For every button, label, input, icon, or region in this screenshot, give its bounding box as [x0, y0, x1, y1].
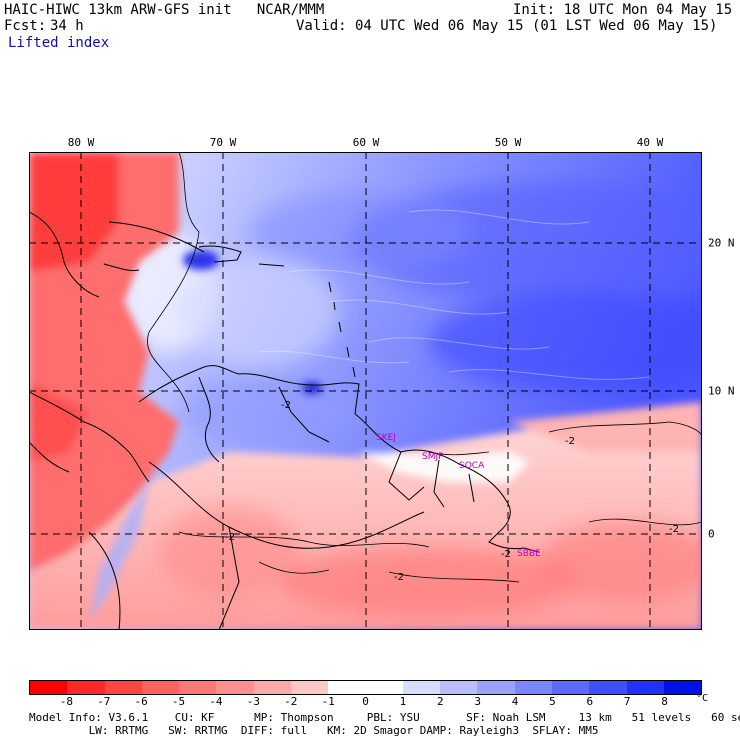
- contour-label: -2: [225, 532, 235, 543]
- forecast-hour: 34 h: [50, 18, 84, 34]
- lat-label-20n: 20 N: [708, 236, 735, 250]
- contour-label: -2: [281, 400, 291, 411]
- colorbar-tick-label: -2: [284, 695, 298, 708]
- contour-label: -2: [565, 436, 575, 447]
- colorbar-swatch: [104, 681, 142, 694]
- colorbar-tick-label: -3: [246, 695, 260, 708]
- colorbar-tick-label: -1: [321, 695, 335, 708]
- colorbar-swatch: [30, 681, 68, 694]
- colorbar-tick-label: 5: [549, 695, 556, 708]
- forecast-label: Fcst:: [4, 18, 47, 34]
- colorbar-swatch: [328, 681, 366, 694]
- station-soca: SOCA: [459, 461, 485, 471]
- colorbar-swatch: [67, 681, 105, 694]
- colorbar-tick-label: 4: [511, 695, 519, 708]
- colorbar-swatch: [626, 681, 664, 694]
- graticule: [29, 152, 702, 630]
- colorbar-unit: °C: [696, 693, 709, 704]
- lon-label-80w: 80 W: [67, 136, 95, 149]
- coastlines: [29, 211, 540, 630]
- lon-label-50w: 50 W: [494, 136, 522, 149]
- lon-label-40w: 40 W: [636, 136, 664, 149]
- station-sbbe: SBBE: [517, 549, 541, 559]
- station-skej: SKEJ: [376, 433, 396, 443]
- colorbar-tick-label: 7: [623, 695, 631, 708]
- contours: [147, 152, 702, 583]
- model-title: HAIC-HIWC 13km ARW-GFS init NCAR/MMM: [4, 2, 325, 18]
- colorbar-swatch: [290, 681, 329, 694]
- colorbar-swatch: [663, 681, 702, 694]
- lon-label-70w: 70 W: [209, 136, 237, 149]
- colorbar-tick-label: -6: [134, 695, 148, 708]
- lat-label-0: 0: [708, 527, 715, 541]
- colorbar-swatch: [365, 681, 403, 694]
- colorbar-swatch: [551, 681, 590, 694]
- blue-field: [119, 182, 702, 447]
- colorbar-tick-label: 6: [586, 695, 594, 708]
- model-info-line2: LW: RRTMG SW: RRTMG DIFF: full KM: 2D Sm…: [29, 724, 599, 737]
- colorbar-tick-label: 2: [436, 695, 444, 708]
- colorbar-tick-label: -8: [59, 695, 73, 708]
- colorbar-swatch: [216, 681, 254, 694]
- colorbar-swatch: [477, 681, 515, 694]
- colorbar-tick-label: 1: [399, 695, 407, 708]
- red-field-south-core: [159, 507, 702, 617]
- station-smjp: SMJP: [422, 452, 444, 462]
- model-info-line1: Model Info: V3.6.1 CU: KF MP: Thompson P…: [29, 711, 740, 724]
- contour-label: -2: [669, 524, 679, 535]
- colorbar-swatch: [402, 681, 441, 694]
- colorbar-tick-label: 8: [661, 695, 668, 708]
- lon-label-60w: 60 W: [352, 136, 380, 149]
- colorbar-swatch: [589, 681, 627, 694]
- cloud-streaks: [258, 209, 650, 380]
- colorbar-swatch: [253, 681, 291, 694]
- colorbar-swatch: [141, 681, 180, 694]
- colorbar-swatch: [440, 681, 478, 694]
- red-field-west: [29, 152, 179, 572]
- lifted-index-map: -2 -2 -2 -2 -2 -2 SKEJ SMJP SOCA SBBE: [29, 152, 702, 630]
- contour-label: -2: [394, 572, 404, 583]
- colorbar-swatch: [179, 681, 217, 694]
- valid-time: Valid: 04 UTC Wed 06 May 15 (01 LST Wed …: [296, 18, 718, 34]
- contour-label: -2: [501, 549, 511, 560]
- colorbar-tick-label: 0: [362, 695, 369, 708]
- colorbar-tick-label: -4: [209, 695, 223, 708]
- colorbar-tick-label: 3: [474, 695, 481, 708]
- lat-label-10n: 10 N: [708, 384, 735, 398]
- colorbar-tick-label: -5: [171, 695, 186, 708]
- colorbar: [29, 680, 702, 695]
- field-name: Lifted index: [8, 35, 110, 51]
- colorbar-tick-label: -7: [97, 695, 111, 708]
- colorbar-swatch: [514, 681, 552, 694]
- map-frame: [29, 152, 702, 630]
- init-time: Init: 18 UTC Mon 04 May 15: [513, 2, 733, 18]
